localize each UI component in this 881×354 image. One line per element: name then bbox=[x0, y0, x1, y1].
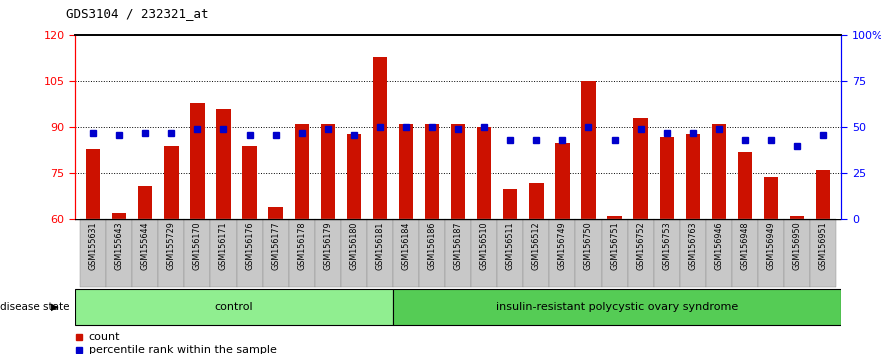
Bar bbox=[236, 219, 263, 287]
Text: GSM156178: GSM156178 bbox=[297, 222, 307, 270]
Bar bbox=[294, 124, 309, 219]
Text: GSM156752: GSM156752 bbox=[636, 222, 645, 270]
Bar bbox=[633, 118, 648, 219]
Text: GSM156179: GSM156179 bbox=[323, 222, 332, 270]
Bar bbox=[627, 219, 654, 287]
Text: GSM156948: GSM156948 bbox=[740, 222, 750, 270]
Text: GSM156950: GSM156950 bbox=[793, 222, 802, 270]
Bar bbox=[86, 149, 100, 219]
Text: GSM156184: GSM156184 bbox=[402, 222, 411, 270]
Bar bbox=[80, 219, 107, 287]
Bar bbox=[346, 133, 361, 219]
Bar bbox=[184, 219, 211, 287]
Bar bbox=[445, 219, 471, 287]
Text: disease state: disease state bbox=[0, 302, 70, 312]
Bar bbox=[393, 219, 419, 287]
Bar bbox=[784, 219, 810, 287]
Bar bbox=[503, 189, 517, 219]
Text: GSM156510: GSM156510 bbox=[479, 222, 489, 270]
Bar bbox=[575, 219, 602, 287]
Text: GSM156180: GSM156180 bbox=[350, 222, 359, 270]
Text: GSM156170: GSM156170 bbox=[193, 222, 202, 270]
Text: GSM156750: GSM156750 bbox=[584, 222, 593, 270]
Bar bbox=[399, 124, 413, 219]
Bar bbox=[602, 219, 627, 287]
Bar bbox=[269, 207, 283, 219]
Bar bbox=[555, 143, 570, 219]
Bar bbox=[810, 219, 836, 287]
Text: GSM156512: GSM156512 bbox=[532, 222, 541, 270]
Bar bbox=[315, 219, 341, 287]
Bar bbox=[685, 133, 700, 219]
Bar bbox=[341, 219, 366, 287]
Text: GSM156751: GSM156751 bbox=[610, 222, 619, 270]
Text: control: control bbox=[215, 302, 253, 312]
Text: GSM156946: GSM156946 bbox=[714, 222, 723, 270]
Bar bbox=[419, 219, 445, 287]
Text: GSM156177: GSM156177 bbox=[271, 222, 280, 270]
Text: percentile rank within the sample: percentile rank within the sample bbox=[89, 345, 277, 354]
Bar bbox=[164, 146, 179, 219]
Text: GSM155729: GSM155729 bbox=[167, 222, 176, 270]
Bar bbox=[550, 219, 575, 287]
Text: GSM155643: GSM155643 bbox=[115, 222, 123, 270]
Bar bbox=[581, 81, 596, 219]
Bar bbox=[497, 219, 523, 287]
Text: GSM156181: GSM156181 bbox=[375, 222, 384, 270]
Text: ▶: ▶ bbox=[51, 302, 59, 312]
Text: GSM156176: GSM156176 bbox=[245, 222, 254, 270]
Bar bbox=[217, 109, 231, 219]
Bar bbox=[660, 137, 674, 219]
Text: GSM156187: GSM156187 bbox=[454, 222, 463, 270]
Bar bbox=[529, 183, 544, 219]
Bar bbox=[138, 186, 152, 219]
Bar bbox=[132, 219, 159, 287]
Bar bbox=[366, 219, 393, 287]
Bar bbox=[321, 124, 335, 219]
Bar bbox=[159, 219, 184, 287]
Bar bbox=[211, 219, 236, 287]
Bar bbox=[758, 219, 784, 287]
Text: GSM156753: GSM156753 bbox=[663, 222, 671, 270]
Text: GSM155631: GSM155631 bbox=[89, 222, 98, 270]
Bar bbox=[471, 219, 497, 287]
Bar bbox=[732, 219, 758, 287]
Bar bbox=[523, 219, 550, 287]
Bar bbox=[393, 289, 841, 325]
Bar bbox=[263, 219, 289, 287]
Bar bbox=[816, 170, 830, 219]
Text: GSM156763: GSM156763 bbox=[688, 222, 697, 270]
Text: GSM156171: GSM156171 bbox=[219, 222, 228, 270]
Bar bbox=[190, 103, 204, 219]
Bar bbox=[712, 124, 726, 219]
Text: GSM155644: GSM155644 bbox=[141, 222, 150, 270]
Bar bbox=[654, 219, 680, 287]
Text: GSM156949: GSM156949 bbox=[766, 222, 775, 270]
Bar bbox=[680, 219, 706, 287]
Bar bbox=[764, 177, 778, 219]
Text: count: count bbox=[89, 332, 121, 342]
Bar bbox=[112, 213, 126, 219]
Bar bbox=[75, 289, 393, 325]
Bar bbox=[107, 219, 132, 287]
Bar bbox=[706, 219, 732, 287]
Bar bbox=[425, 124, 440, 219]
Text: GSM156186: GSM156186 bbox=[427, 222, 437, 270]
Bar bbox=[242, 146, 256, 219]
Text: GSM156511: GSM156511 bbox=[506, 222, 515, 270]
Text: insulin-resistant polycystic ovary syndrome: insulin-resistant polycystic ovary syndr… bbox=[496, 302, 738, 312]
Bar bbox=[289, 219, 315, 287]
Bar bbox=[790, 216, 804, 219]
Bar bbox=[373, 57, 387, 219]
Text: GDS3104 / 232321_at: GDS3104 / 232321_at bbox=[66, 7, 209, 20]
Bar bbox=[451, 124, 465, 219]
Text: GSM156951: GSM156951 bbox=[818, 222, 827, 270]
Bar bbox=[607, 216, 622, 219]
Bar bbox=[737, 152, 752, 219]
Text: GSM156749: GSM156749 bbox=[558, 222, 566, 270]
Bar bbox=[477, 127, 492, 219]
